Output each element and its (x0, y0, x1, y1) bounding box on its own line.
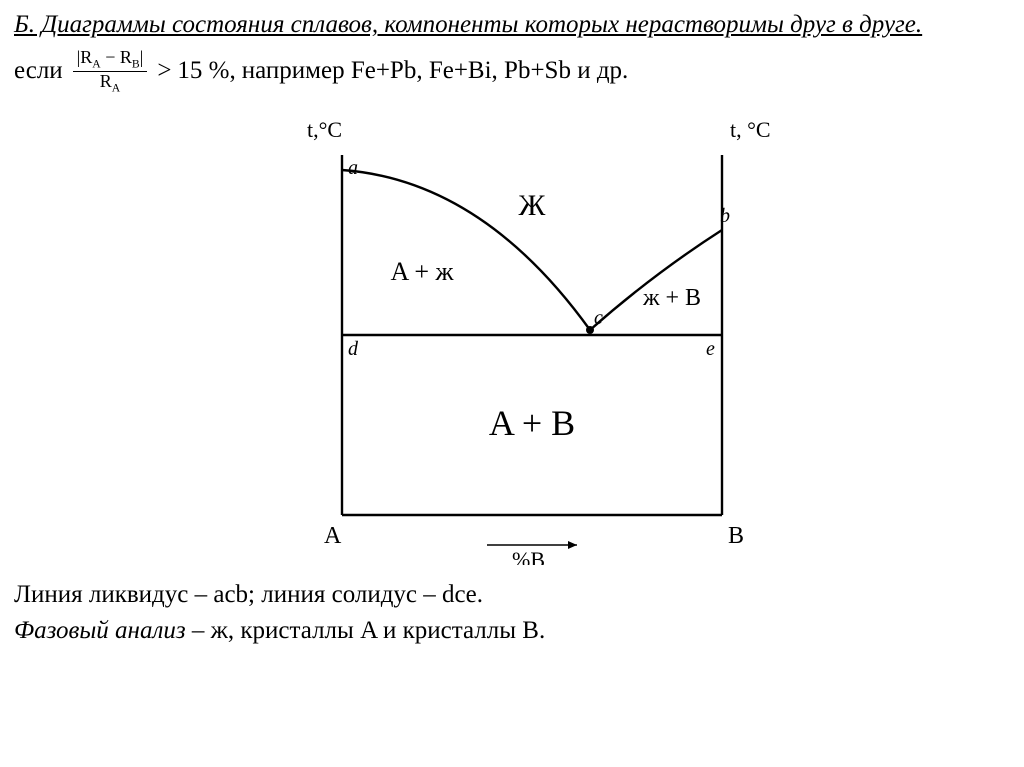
condition-value: 15 %, (177, 57, 235, 85)
ratio-fraction: |RA − RB| RA (73, 48, 148, 95)
svg-text:t, °C: t, °C (730, 117, 771, 142)
svg-text:t,°C: t,°C (307, 117, 342, 142)
caption-line-1: Линия ликвидус – acb; линия солидус – dc… (14, 577, 1010, 613)
svg-text:e: e (706, 338, 715, 360)
condition-operator: > (157, 57, 171, 85)
condition-examples: например Fe+Pb, Fe+Bi, Pb+Sb и др. (242, 57, 629, 85)
svg-text:Ж: Ж (519, 189, 546, 222)
condition-line: если |RA − RB| RA > 15 %, например Fe+Pb… (14, 48, 1010, 95)
svg-text:B: B (728, 523, 744, 549)
section-title: Б. Диаграммы состояния сплавов, компонен… (14, 8, 1010, 42)
fraction-numerator: |RA − RB| (73, 48, 148, 72)
fraction-denominator: RA (96, 72, 124, 95)
caption-line-2: Фазовый анализ – ж, кристаллы A и криста… (14, 613, 1010, 649)
svg-text:A + ж: A + ж (391, 257, 455, 286)
svg-text:d: d (348, 338, 359, 360)
svg-text:b: b (720, 205, 730, 227)
svg-text:a: a (348, 157, 358, 179)
condition-prefix: если (14, 57, 63, 85)
svg-text:c: c (594, 307, 603, 329)
caption-block: Линия ликвидус – acb; линия солидус – dc… (14, 577, 1010, 650)
svg-text:ж + B: ж + B (642, 285, 701, 311)
svg-text:A + B: A + B (489, 403, 575, 443)
svg-text:%B: %B (512, 547, 545, 565)
svg-text:A: A (324, 523, 342, 549)
phase-diagram: t,°C t, °C A B %B a b c d e Ж A + ж ж + B A + B (232, 105, 792, 565)
